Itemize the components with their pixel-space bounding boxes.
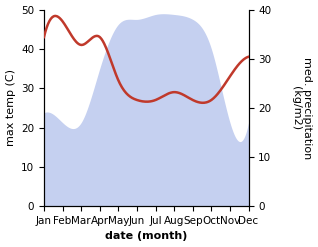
X-axis label: date (month): date (month) — [105, 231, 187, 242]
Y-axis label: max temp (C): max temp (C) — [5, 69, 16, 146]
Y-axis label: med. precipitation
(kg/m2): med. precipitation (kg/m2) — [291, 57, 313, 159]
